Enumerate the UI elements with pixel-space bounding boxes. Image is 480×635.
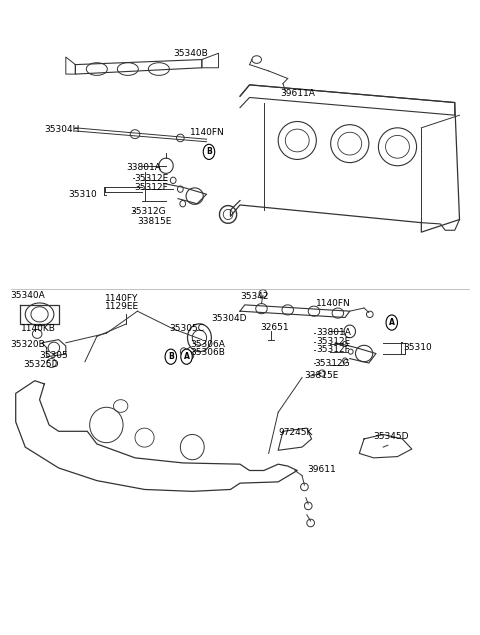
Text: 35305: 35305: [39, 351, 68, 360]
Text: 32651: 32651: [261, 323, 289, 332]
Text: 1140FN: 1140FN: [190, 128, 225, 137]
Text: 35312F: 35312F: [316, 345, 350, 354]
Text: B: B: [206, 147, 212, 156]
Text: 1140FN: 1140FN: [316, 299, 351, 308]
Text: 35312E: 35312E: [134, 174, 168, 183]
Text: 35310: 35310: [68, 190, 97, 199]
Text: 35306B: 35306B: [190, 348, 225, 357]
Text: 35320B: 35320B: [10, 340, 45, 349]
Text: 35310: 35310: [403, 344, 432, 352]
Text: A: A: [184, 352, 190, 361]
Text: 35305C: 35305C: [169, 324, 204, 333]
Text: 35304D: 35304D: [211, 314, 247, 323]
Text: 1140FY: 1140FY: [106, 294, 139, 303]
Text: 33801A: 33801A: [126, 163, 161, 171]
Text: 33815E: 33815E: [304, 371, 339, 380]
Text: 35304H: 35304H: [44, 124, 80, 133]
Text: 33815E: 33815E: [137, 217, 172, 226]
Text: 35312E: 35312E: [316, 337, 350, 346]
Circle shape: [386, 315, 397, 330]
Text: 35342: 35342: [240, 292, 268, 301]
Text: 35340A: 35340A: [10, 291, 45, 300]
Text: 35325D: 35325D: [23, 361, 59, 370]
Text: 1129EE: 1129EE: [106, 302, 140, 311]
Text: 35345D: 35345D: [373, 432, 409, 441]
Text: 39611A: 39611A: [281, 88, 315, 98]
Text: 39611: 39611: [307, 465, 336, 474]
Circle shape: [203, 144, 215, 159]
Text: 1140KB: 1140KB: [21, 324, 55, 333]
Text: B: B: [168, 352, 174, 361]
Circle shape: [165, 349, 177, 364]
Text: A: A: [389, 318, 395, 327]
Circle shape: [181, 349, 192, 364]
Text: 35312F: 35312F: [134, 183, 168, 192]
Text: 35312G: 35312G: [130, 207, 166, 216]
Text: 35340B: 35340B: [173, 50, 208, 58]
Text: 35306A: 35306A: [190, 340, 225, 349]
Text: 97245K: 97245K: [278, 428, 312, 437]
Text: 35312G: 35312G: [314, 359, 349, 368]
Text: 33801A: 33801A: [316, 328, 351, 337]
